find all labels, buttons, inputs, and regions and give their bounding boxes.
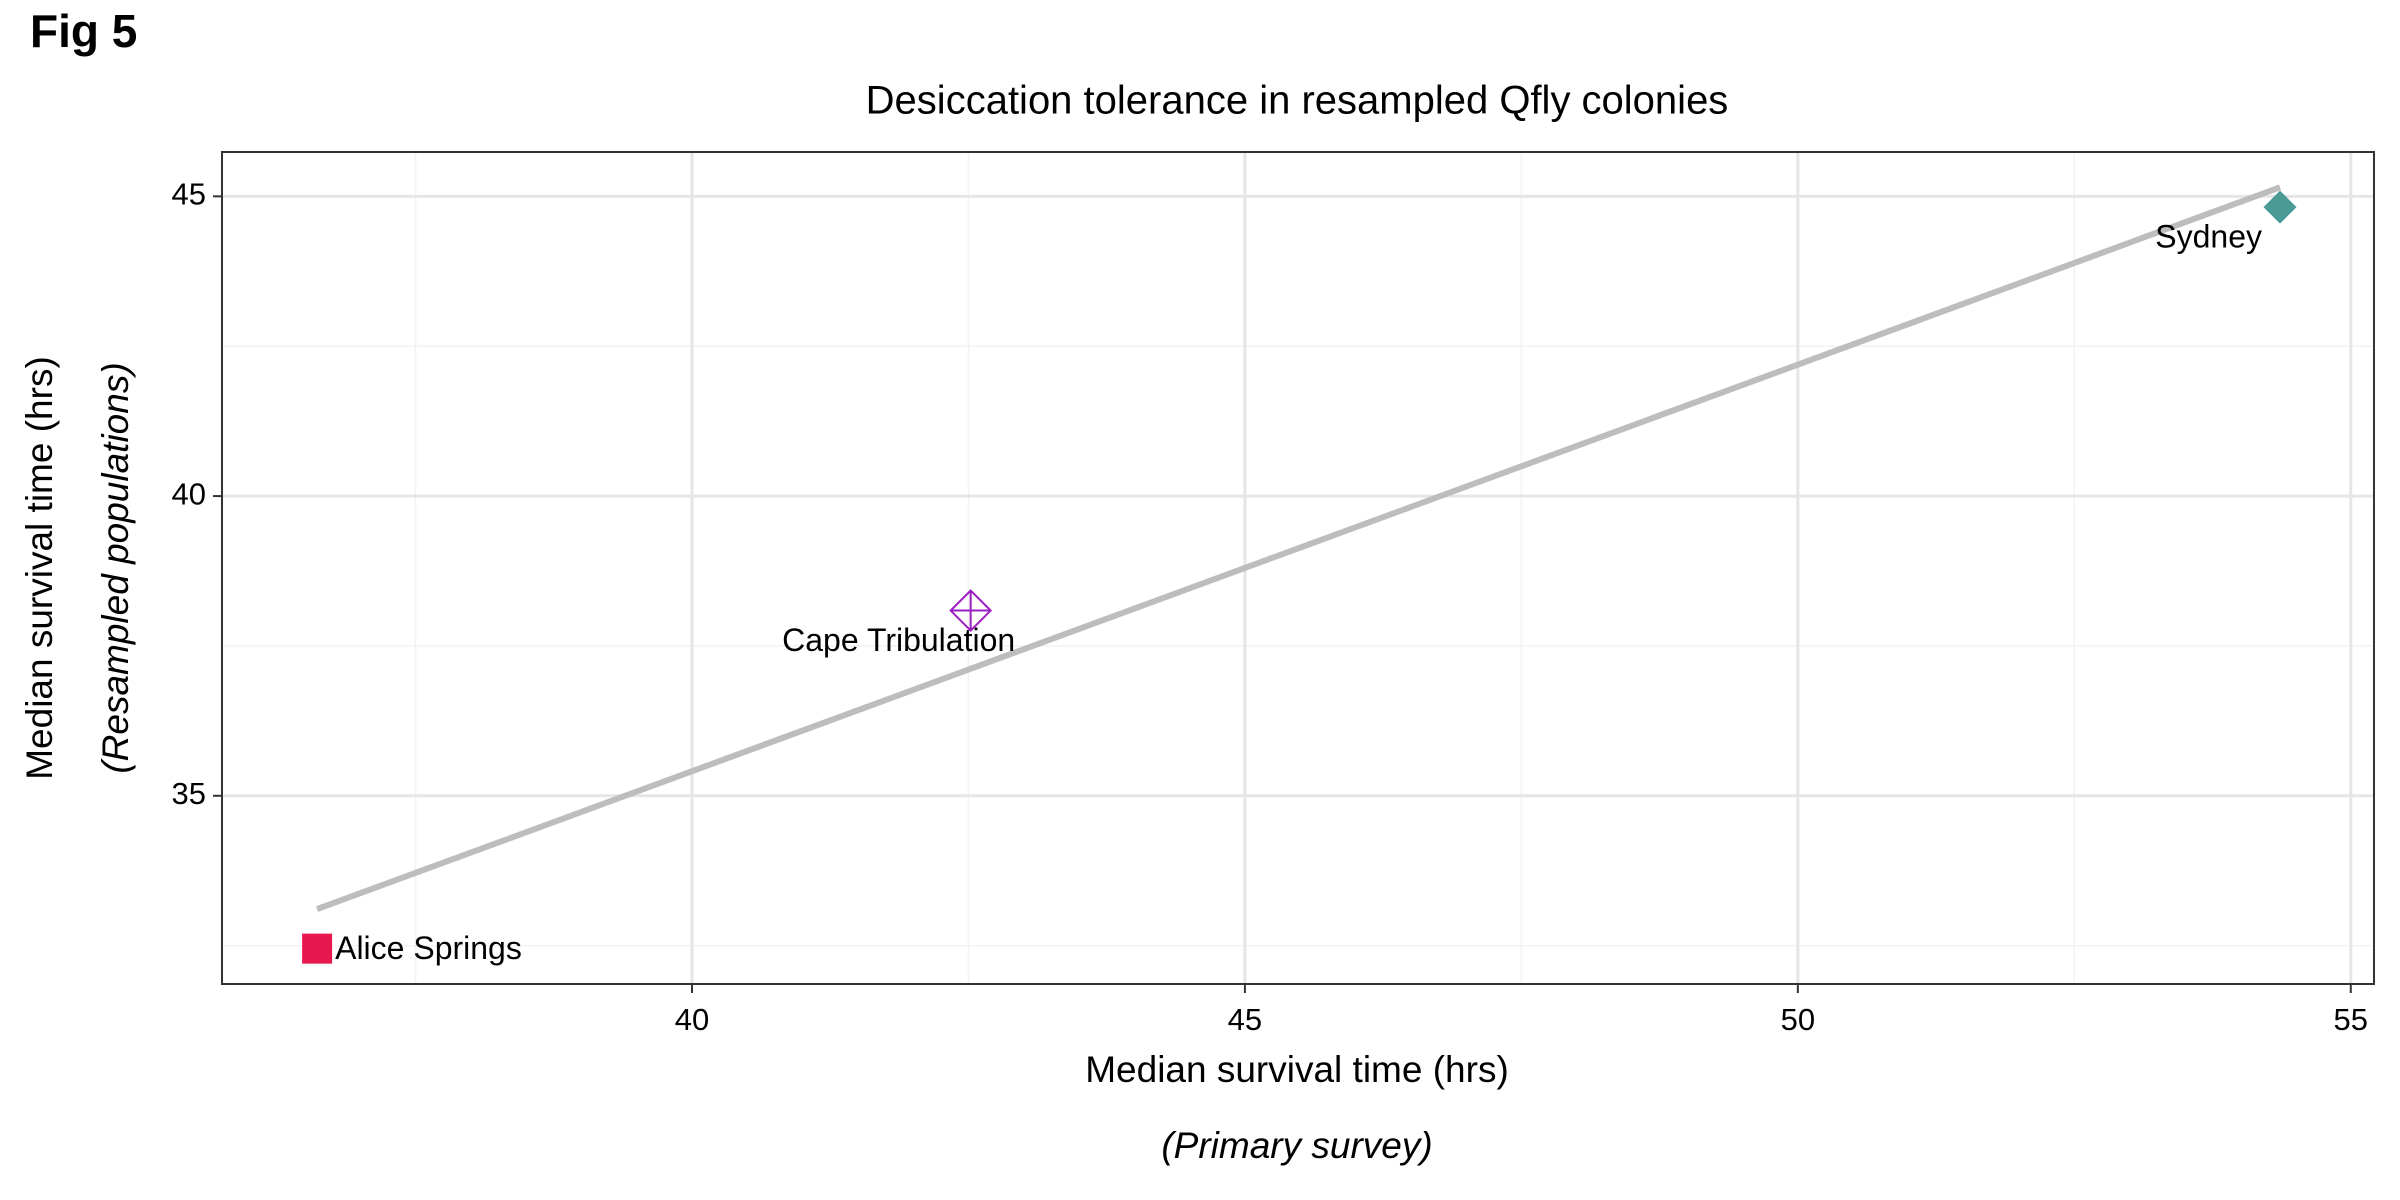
- x-tick-label: 55: [2334, 1002, 2368, 1037]
- x-tick-label: 50: [1781, 1002, 1815, 1037]
- chart-title: Desiccation tolerance in resampled Qfly …: [866, 79, 1729, 123]
- y-tick-label: 40: [172, 476, 206, 511]
- point: [302, 933, 333, 964]
- x-tick-label: 40: [675, 1002, 709, 1037]
- y-axis-label: Median survival time (hrs): [19, 356, 60, 780]
- x-axis-sublabel: (Primary survey): [1161, 1125, 1432, 1166]
- point-label: Alice Springs: [335, 930, 522, 966]
- y-tick-label: 35: [172, 776, 206, 811]
- plot-border: [221, 151, 2375, 985]
- y-axis-sublabel: (Resampled populations): [95, 362, 136, 773]
- point: [949, 589, 993, 632]
- point-label: Sydney: [2155, 219, 2262, 255]
- x-tick-label: 45: [1228, 1002, 1262, 1037]
- point: [2263, 190, 2297, 224]
- point-label: Cape Tribulation: [782, 622, 1015, 658]
- x-axis-label: Median survival time (hrs): [1085, 1049, 1509, 1090]
- y-tick-label: 45: [172, 177, 206, 212]
- trend-line: [316, 184, 2282, 912]
- figure-label: Fig 5: [30, 5, 137, 57]
